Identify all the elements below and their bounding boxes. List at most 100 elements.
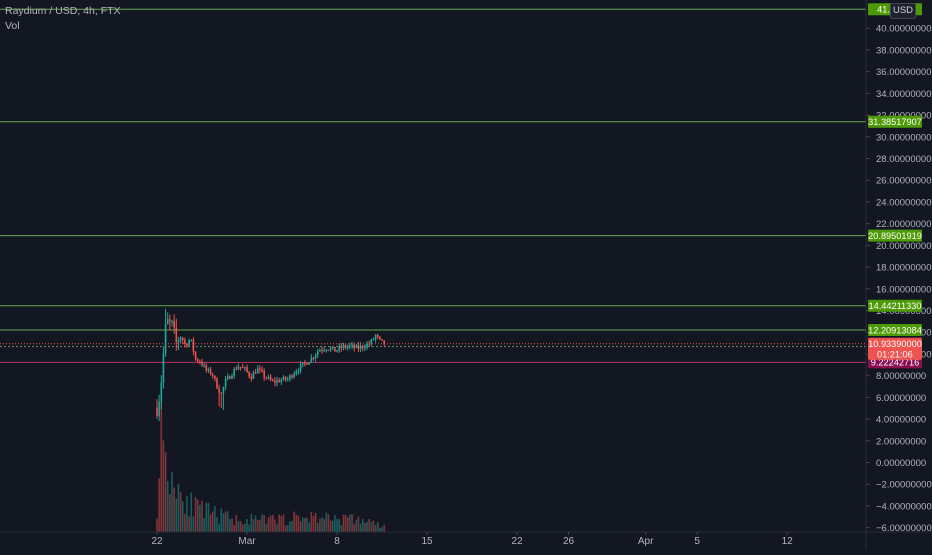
last-price-bg [868,337,922,360]
candle-body [233,369,235,376]
candle-body [271,379,274,381]
chart-legend: Raydium / USD, 4h, FTX Vol [5,4,121,34]
y-tick-label: 4.00000000 [876,415,926,426]
volume-bar [304,518,306,532]
candle-body [284,376,287,380]
candle-body [308,362,310,365]
volume-bar [244,523,246,532]
candle-body [186,344,188,346]
volume-bar [319,518,321,532]
volume-bar [226,511,229,532]
volume-bar [366,521,368,532]
volume-bar [239,520,242,532]
candle-body [376,334,379,337]
y-tick-label: 18.00000000 [876,263,931,274]
candle-body [169,319,171,322]
x-tick-label: 8 [334,536,340,547]
candle-body [171,321,173,323]
candle-body [383,340,385,344]
candle-body [239,366,242,368]
volume-bar [160,401,163,532]
x-tick-label: 15 [421,536,433,547]
volume-bar [372,520,375,532]
candle-body [381,338,383,341]
volume-title[interactable]: Vol [5,20,20,32]
y-tick-label: 2.00000000 [876,436,926,447]
candle-body [342,345,345,349]
volume-bar [379,527,381,532]
level-label-6: 9.22242716 [871,358,920,368]
volume-bar [297,515,300,532]
candle-body [329,348,332,351]
volume-bar [344,514,347,532]
candle-body [289,375,291,379]
candle-body [244,367,246,369]
volume-bar [181,501,184,532]
volume-bar [383,524,385,532]
candle-body [179,337,182,341]
candle-body [209,368,212,375]
level-label-1: 31.38517907 [868,117,922,127]
candle-body [368,343,370,345]
candle-body [265,377,268,379]
volume-bar [256,520,259,532]
volume-bar [203,518,205,532]
volume-bar [173,487,175,532]
candle-body [340,346,343,349]
candle-body [338,346,340,351]
volume-bar [327,514,330,532]
candle-body [370,339,373,344]
candle-body [188,340,190,346]
candle-body [319,349,321,352]
volume-bar [214,506,216,532]
candle-body [267,376,270,379]
level-label-3-bg [868,299,922,312]
candle-body [248,371,250,377]
volume-bar [376,521,379,532]
candle-body [331,347,334,349]
candle-body [235,369,238,371]
volume-bar [205,502,208,532]
candle-body [336,350,338,352]
level-label-3: 14.44211330 [869,301,922,311]
volume-bar [269,515,272,532]
volume-bar [306,517,308,532]
volume-bar [321,517,323,532]
candle-body [351,344,353,346]
horizontal-levels [0,8,866,363]
volume-bar [186,496,188,532]
volume-bar [241,524,244,532]
price-countdown: 01:21:06 [877,349,913,359]
volume-bar [166,481,169,532]
volume-bar [340,524,343,532]
y-tick-label: 38.00000000 [876,45,931,56]
volume-bar [216,517,218,532]
y-tick-label: −4.00000000 [876,501,932,512]
volume-bar [250,513,253,532]
candle-body [237,366,240,370]
volume-bar [325,512,328,532]
volume-bar [218,523,220,532]
last-price-label: 10.93390000 [868,339,922,349]
time-axis[interactable]: 22 Mar 8 15 22 26 Apr 5 12 [151,532,793,547]
candle-body [361,345,364,349]
candle-body [162,353,165,383]
x-tick-label: Mar [238,536,256,547]
y-tick-label: 34.00000000 [876,89,931,100]
volume-bar [280,515,283,532]
candle-body [295,371,298,374]
volume-bar [346,517,349,532]
candle-body [310,357,313,363]
candle-body [254,372,257,374]
volume-bar [291,520,293,532]
volume-bar [323,518,325,532]
currency-button[interactable]: USD [890,3,916,19]
volume-bar [312,516,315,532]
symbol-title[interactable]: Raydium / USD, 4h, FTX [5,5,121,17]
volume-bar [271,514,274,532]
volume-bar [342,514,345,532]
price-axis[interactable]: 40.00000000 38.00000000 36.00000000 34.0000… [866,24,932,534]
volume-bar [353,523,355,532]
